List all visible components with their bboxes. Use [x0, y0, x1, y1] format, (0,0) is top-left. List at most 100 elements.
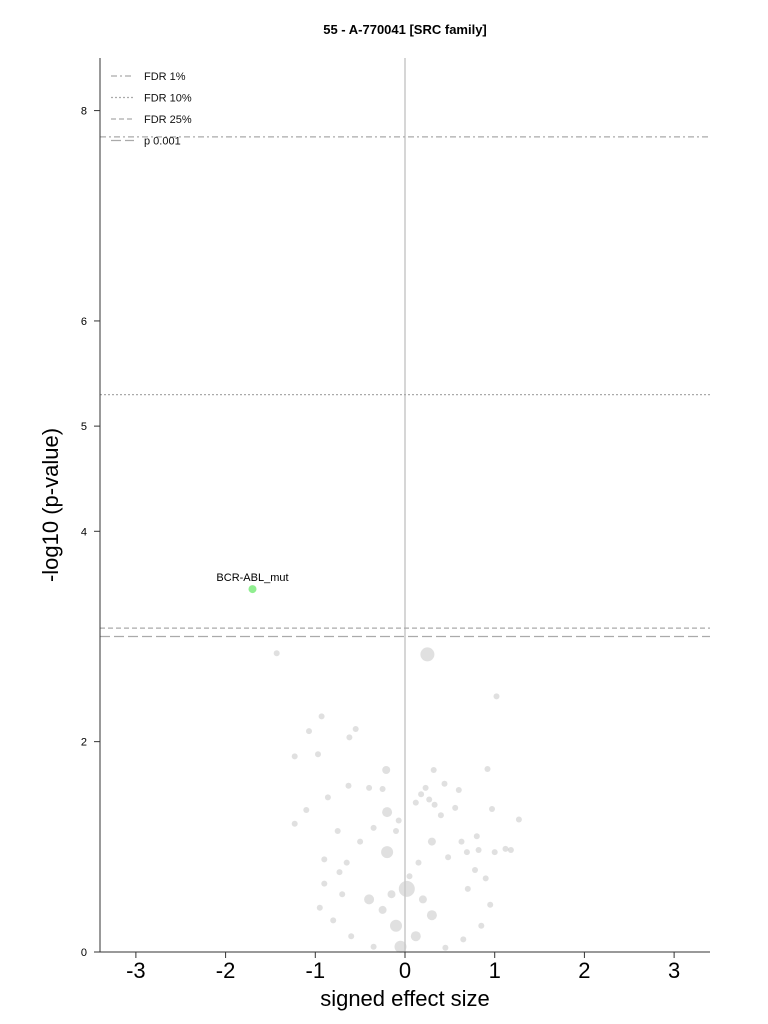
data-point	[336, 869, 343, 876]
data-point	[291, 820, 298, 827]
data-point	[346, 734, 353, 741]
data-point	[381, 846, 394, 859]
data-point	[382, 807, 393, 818]
highlight-label: BCR-ABL_mut	[216, 572, 288, 584]
data-point	[366, 784, 373, 791]
y-tick-label: 4	[81, 526, 87, 538]
data-point	[464, 885, 471, 892]
data-point	[370, 943, 377, 950]
data-point	[441, 780, 448, 787]
x-tick-label: -1	[306, 958, 326, 983]
data-point	[315, 751, 321, 758]
data-point	[458, 838, 465, 845]
data-point	[410, 931, 421, 942]
data-point	[330, 917, 337, 924]
y-tick-label: 0	[81, 947, 87, 959]
chart-title: 55 - A-770041 [SRC family]	[323, 22, 487, 37]
data-point	[394, 940, 407, 953]
data-point	[370, 824, 377, 831]
data-point	[378, 905, 387, 914]
data-point	[393, 828, 399, 834]
data-point	[493, 693, 500, 700]
data-point	[442, 944, 449, 951]
data-point	[390, 919, 402, 932]
data-point	[415, 859, 422, 866]
data-point	[303, 807, 310, 813]
legend-label: p 0.001	[144, 136, 181, 148]
highlighted-points: BCR-ABL_mut	[216, 572, 289, 594]
data-point	[426, 910, 437, 921]
y-axis-label: -log10 (p-value)	[38, 428, 63, 582]
data-point	[321, 856, 328, 863]
data-point	[482, 875, 489, 882]
legend-label: FDR 10%	[144, 93, 192, 105]
data-point	[431, 801, 438, 808]
data-point	[387, 890, 396, 899]
legend-label: FDR 25%	[144, 114, 192, 126]
y-ticks: 0 2 4 5 6 8	[81, 106, 100, 959]
data-point	[478, 922, 485, 929]
data-point	[406, 873, 413, 880]
legend-label: FDR 1%	[144, 71, 186, 83]
data-point	[339, 891, 346, 898]
data-point	[334, 828, 341, 834]
data-point	[318, 713, 325, 720]
data-point	[452, 804, 459, 811]
x-tick-label: -3	[126, 958, 146, 983]
data-point	[445, 854, 452, 861]
data-point	[395, 817, 402, 824]
y-tick-label: 5	[81, 421, 87, 433]
x-tick-label: 0	[399, 958, 411, 983]
data-point	[412, 799, 419, 806]
data-point	[507, 847, 514, 853]
data-point	[472, 867, 478, 873]
data-point	[427, 837, 436, 846]
x-tick-label: 3	[668, 958, 680, 983]
data-point	[418, 791, 425, 798]
data-point	[352, 726, 359, 732]
data-point	[502, 845, 509, 852]
data-point	[348, 933, 355, 940]
data-point	[398, 880, 415, 897]
data-point	[364, 894, 375, 905]
highlight-point	[248, 585, 257, 594]
y-tick-label: 2	[81, 737, 87, 749]
data-point	[343, 859, 350, 866]
data-point	[491, 849, 498, 856]
data-point	[420, 647, 435, 662]
data-point	[455, 787, 462, 793]
data-point	[515, 816, 522, 823]
data-point	[382, 766, 391, 774]
data-point	[463, 849, 470, 856]
y-tick-label: 8	[81, 106, 87, 118]
data-point	[345, 782, 352, 789]
data-point	[430, 767, 437, 773]
data-point	[324, 794, 331, 801]
data-point	[291, 753, 298, 760]
data-point	[484, 766, 491, 772]
data-point	[460, 936, 467, 943]
data-point	[422, 784, 429, 791]
data-point	[489, 806, 495, 812]
data-point	[357, 838, 364, 845]
x-tick-label: -2	[216, 958, 236, 983]
data-point	[418, 895, 427, 904]
threshold-lines	[100, 58, 710, 952]
scatter-points	[273, 647, 522, 953]
data-point	[437, 812, 444, 819]
data-point	[475, 847, 482, 853]
x-axis-label: signed effect size	[320, 986, 490, 1011]
data-point	[426, 796, 433, 803]
y-tick-label: 6	[81, 316, 87, 328]
x-ticks: -3 -2 -1 0 1 2 3	[126, 952, 680, 983]
data-point	[379, 786, 386, 792]
x-tick-label: 2	[578, 958, 590, 983]
data-point	[487, 901, 494, 908]
data-point	[321, 880, 328, 887]
data-point	[473, 833, 480, 840]
legend: FDR 1% FDR 10% FDR 25% p 0.001	[111, 71, 192, 148]
data-point	[306, 728, 312, 735]
data-point	[273, 650, 280, 657]
data-point	[316, 904, 323, 911]
